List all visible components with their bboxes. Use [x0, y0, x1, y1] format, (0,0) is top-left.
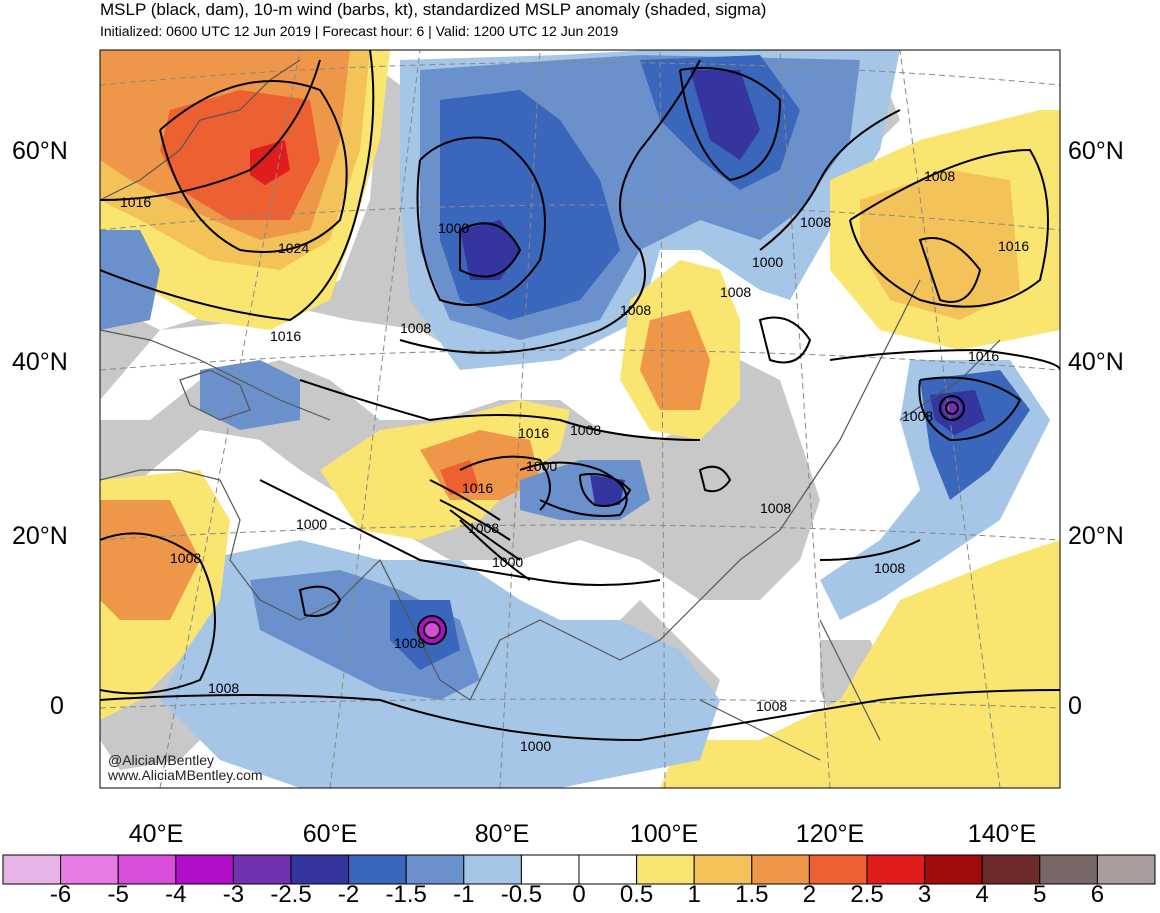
anomaly-negative-siberia-2 — [460, 220, 520, 280]
anomaly-negative-china-central-2 — [590, 475, 625, 505]
isobar-label: 1000 — [438, 220, 470, 236]
colorbar-tick-label: -1.5 — [385, 881, 427, 908]
lat-label-left-60n: 60°N — [12, 137, 68, 165]
lon-label-120e: 120°E — [795, 820, 865, 848]
colorbar-tick-label: 0.5 — [619, 881, 654, 908]
lat-label-right-20n: 20°N — [1068, 522, 1124, 550]
map-title: MSLP (black, dam), 10-m wind (barbs, kt)… — [100, 0, 767, 19]
isobar-label: 1016 — [998, 238, 1030, 254]
colorbar-tick-label: -6 — [49, 881, 72, 908]
colorbar-tick-label: 6 — [1090, 881, 1105, 908]
coastlines — [100, 59, 1001, 761]
colorbar-tick-label: -1 — [453, 881, 475, 908]
isobar-label: 1008 — [170, 550, 202, 566]
isobar-label: 1008 — [208, 680, 240, 696]
isobar-label: 1000 — [526, 458, 558, 474]
isobar-label: 1008 — [756, 698, 788, 714]
anomaly-positive-china-15 — [640, 310, 710, 410]
lat-label-right-0: 0 — [1068, 692, 1082, 720]
lon-label-80e: 80°E — [474, 820, 530, 848]
lat-label-right-40n: 40°N — [1068, 348, 1124, 376]
isobar-label: 1008 — [394, 635, 426, 651]
anomaly-positive-neasia-1 — [860, 170, 1020, 320]
colorbar-tick-label: 0 — [572, 881, 586, 908]
colorbar-tick-label: 3 — [917, 881, 932, 908]
lat-label-left-0: 0 — [50, 692, 64, 720]
anomaly-positive-europe-25 — [250, 140, 290, 185]
graticule — [100, 50, 1060, 788]
colorbar-tick-label: 2 — [802, 881, 817, 908]
colorbar-tick-label: 5 — [1033, 881, 1047, 908]
isobar-label: 1008 — [874, 560, 906, 576]
isobar-label: 1008 — [570, 422, 602, 438]
lon-label-100e: 100°E — [629, 820, 699, 848]
colorbar-tick-label: 1.5 — [735, 881, 769, 908]
lat-label-right-60n: 60°N — [1068, 137, 1124, 165]
colorbar-tick-label: -5 — [107, 881, 129, 908]
map-content — [100, 50, 1060, 788]
map-frame — [99, 49, 1061, 789]
anomaly-negative-scandinavia — [100, 230, 160, 330]
isobar-label: 1008 — [924, 168, 956, 184]
isobar-label: 1000 — [492, 554, 524, 570]
isobar-label: 1008 — [620, 302, 652, 318]
anomaly-low-india-core-inner — [424, 622, 440, 638]
isobar-label: 1008 — [468, 520, 500, 536]
colorbar-tick-label: -2.5 — [270, 881, 312, 908]
anomaly-positive-arabia-15 — [100, 500, 200, 620]
credit-site: www.AliciaMBentley.com — [108, 767, 263, 783]
lon-label-60e: 60°E — [302, 820, 358, 848]
lat-label-left-40n: 40°N — [12, 348, 68, 376]
isobar-label: 1008 — [760, 500, 792, 516]
isobar-label: 1008 — [400, 320, 432, 336]
colorbar-tick-label: -3 — [222, 881, 245, 908]
isobar-label: 1008 — [720, 284, 752, 300]
colorbar-tick-label: 4 — [975, 881, 989, 908]
isobar-label: 1000 — [752, 254, 784, 270]
colorbar-tick-label: -4 — [165, 881, 187, 908]
isobars — [100, 50, 1060, 742]
colorbar-tick-label: 1 — [687, 881, 701, 908]
isobar-label: 1016 — [518, 425, 550, 441]
isobar-label: 1016 — [968, 348, 1000, 364]
isobar-label: 1000 — [520, 738, 552, 754]
map-subtitle: Initialized: 0600 UTC 12 Jun 2019 | Fore… — [100, 23, 619, 39]
isobar-label: 1016 — [270, 328, 302, 344]
isobar-label: 1024 — [278, 240, 310, 256]
colorbar-tick-label: -2 — [337, 881, 360, 908]
credit-handle: @AliciaMBentley — [108, 752, 215, 768]
lat-label-left-20n: 20°N — [12, 522, 68, 550]
lon-label-40e: 40°E — [128, 820, 184, 848]
isobar-label: 1000 — [296, 516, 328, 532]
anomaly-negative-siberia-east-2 — [690, 70, 760, 160]
isobar-label: 1008 — [800, 214, 832, 230]
anomaly-positive-tibet-25 — [440, 460, 480, 495]
isobar-label: 1016 — [462, 480, 494, 496]
isobar-label: 1016 — [120, 194, 152, 210]
anomaly-positive-pacific — [660, 540, 1060, 788]
colorbar-tick-label: -0.5 — [500, 881, 543, 908]
colorbar-tick-label: 2.5 — [850, 881, 884, 908]
isobar-label: 1008 — [902, 408, 934, 424]
lon-label-140e: 140°E — [967, 820, 1037, 848]
